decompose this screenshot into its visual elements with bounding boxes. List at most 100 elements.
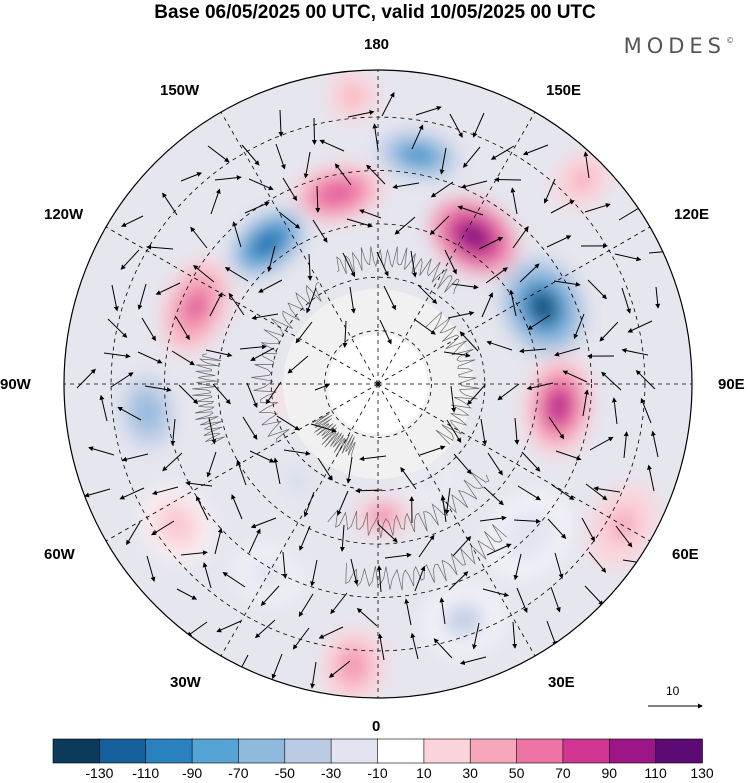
wind-arrow (346, 218, 373, 228)
wind-arrow (248, 178, 274, 191)
colorbar-swatch (655, 738, 703, 764)
wind-arrow (521, 451, 541, 472)
coastline (192, 353, 226, 445)
wind-arrow (486, 340, 513, 351)
wind-arrow (359, 209, 382, 219)
wind-arrow (334, 163, 352, 186)
colorbar-swatch (377, 738, 425, 764)
wind-arrow (419, 445, 446, 456)
wind-arrow (155, 282, 181, 295)
wind-arrow (88, 446, 115, 456)
wind-arrow (224, 267, 249, 282)
wind-arrow (446, 419, 462, 443)
wind-arrow (543, 178, 556, 204)
wind-arrow (151, 520, 175, 536)
wind-arrow (242, 416, 258, 440)
wind-arrow (107, 318, 128, 338)
wind-arrow (414, 565, 426, 592)
wind-arrow (212, 383, 231, 405)
wind-arrow (400, 466, 417, 490)
wind-vectors (76, 92, 676, 689)
wind-arrow (222, 572, 246, 588)
wind-arrow (273, 457, 281, 485)
colorbar-tick-label: -90 (181, 765, 203, 781)
wind-arrow (583, 151, 590, 179)
wind-arrow (186, 621, 208, 637)
wind-arrow (214, 175, 242, 181)
wind-arrow (377, 523, 398, 543)
map-border (63, 69, 693, 699)
wind-arrow (117, 406, 142, 421)
colorbar-swatch (423, 738, 472, 764)
wind-arrow (447, 310, 475, 319)
wind-arrow (655, 286, 661, 309)
wind-arrow (76, 368, 96, 389)
colorbar-swatch (238, 738, 286, 764)
anomaly-band (425, 477, 434, 485)
anomaly-band (534, 297, 552, 317)
wind-arrow (430, 181, 454, 198)
wind-arrow (512, 225, 529, 249)
wind-arrow (551, 484, 575, 500)
wind-arrow (482, 588, 510, 598)
anomaly-center (430, 197, 518, 276)
wind-arrow (562, 370, 588, 383)
colorbar-tick-label: 30 (462, 765, 478, 781)
wind-arrow (429, 215, 450, 236)
wind-arrow (587, 279, 607, 300)
wind-arrow (250, 347, 275, 361)
lon-label-30e: 30E (548, 674, 575, 691)
lon-label-90w: 90W (0, 376, 31, 393)
wind-arrow (180, 172, 203, 182)
wind-arrow (448, 571, 469, 591)
wind-arrow (439, 147, 447, 175)
wind-arrow (486, 543, 512, 556)
wind-arrow (516, 587, 528, 614)
wind-arrow (170, 418, 176, 446)
anomaly-band (294, 477, 301, 484)
anomaly-band (456, 613, 472, 627)
wind-arrow (119, 487, 145, 500)
anomaly-center (321, 627, 385, 698)
wind-arrow (271, 653, 283, 680)
wind-arrow (349, 286, 356, 314)
wind-arrow (599, 321, 619, 342)
wind-arrow (519, 348, 547, 354)
wind-arrow (310, 559, 318, 587)
colorbar-tick-label: 90 (601, 765, 618, 781)
anomaly-band (347, 91, 358, 102)
wind-arrow (298, 593, 314, 617)
wind-arrow (231, 494, 243, 520)
wind-arrow (295, 321, 313, 344)
colorbar-swatch (284, 738, 332, 764)
wind-arrow (209, 292, 223, 317)
lon-label-150e: 150E (546, 82, 582, 99)
wind-arrow (443, 351, 471, 358)
wind-arrow (315, 185, 321, 213)
wind-arrow (278, 109, 284, 137)
wind-arrow (460, 180, 488, 189)
wind-arrow (283, 449, 311, 456)
wind-arrow (392, 182, 420, 190)
colorbar-swatch (330, 738, 379, 764)
wind-arrow (444, 249, 457, 275)
wind-arrow (546, 620, 557, 647)
wind-arrow (457, 205, 484, 216)
wind-arrow (210, 188, 221, 215)
wind-arrow (205, 349, 233, 358)
wind-arrow (193, 264, 215, 283)
latitude-circle (324, 330, 432, 438)
wind-arrow (512, 621, 518, 649)
wind-arrow (246, 382, 258, 409)
anomaly-center (408, 461, 451, 501)
coastline (345, 524, 507, 591)
anomaly-center (143, 488, 212, 561)
modes-logo: MODES© (624, 34, 734, 58)
colorbar-tick-label: 70 (555, 765, 571, 781)
wind-arrow (379, 319, 392, 345)
anomaly-band (141, 403, 154, 422)
wind-arrow (319, 139, 345, 152)
colorbar-tick-label: -130 (85, 765, 114, 781)
wind-arrow (618, 206, 643, 221)
wind-arrow (310, 423, 337, 433)
